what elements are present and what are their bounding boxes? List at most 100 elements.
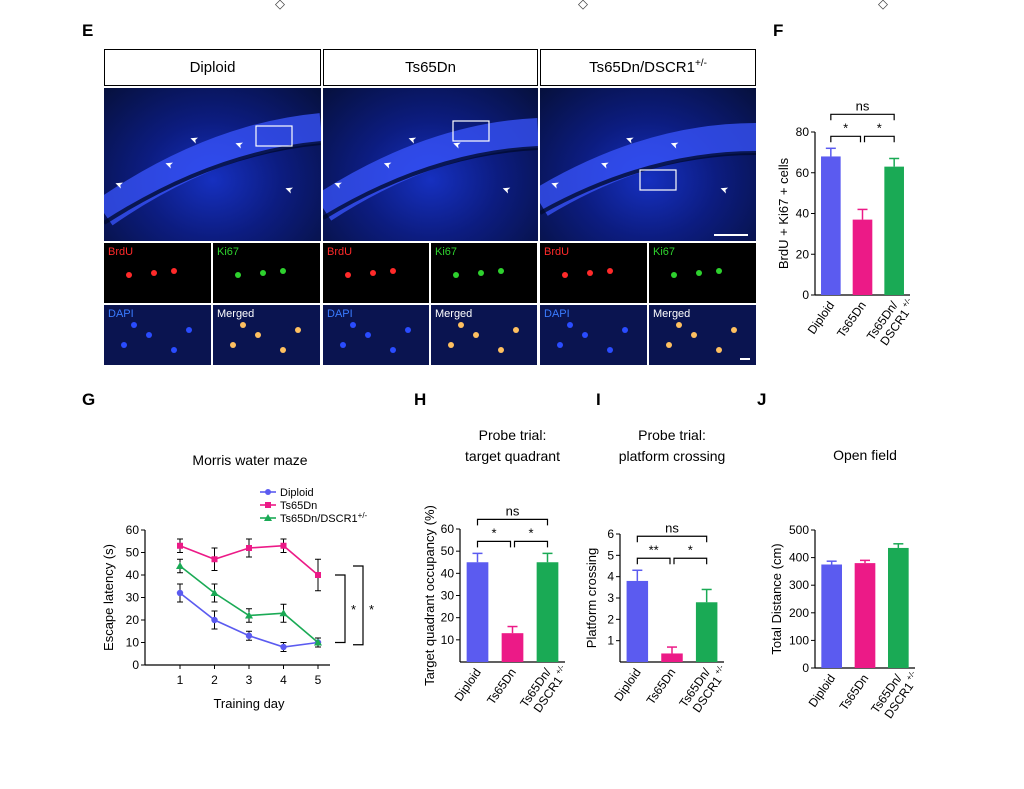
merged-label: Merged (217, 308, 255, 320)
sig-label: * (843, 120, 848, 135)
y-tick-label: 10 (126, 636, 140, 650)
ki67-image: Ki67 (431, 243, 537, 303)
chart-title: Morris water maze (192, 452, 307, 468)
cell-dot (365, 332, 371, 338)
cell-signal (562, 268, 613, 278)
cell-dot (131, 322, 137, 328)
cell-dot (235, 272, 241, 278)
x-tick-label: Ts65Dn (644, 666, 679, 707)
x-tick-text: Ts65Dn (644, 666, 679, 707)
arrow-marker: ➤ (599, 157, 611, 170)
y-tick-label: 400 (789, 551, 809, 565)
arrow-marker: ➤ (451, 137, 463, 150)
merged-image: Merged (431, 305, 537, 365)
cell-signal (666, 322, 750, 360)
cell-dot (473, 332, 479, 338)
point (176, 562, 184, 569)
cell-dot (716, 268, 722, 274)
panel-letter-h: H (414, 390, 427, 409)
panel-letter-j: J (757, 390, 767, 409)
cell-dot (186, 327, 192, 333)
sig-label: ** (649, 542, 659, 557)
panel-letter-g: G (82, 390, 96, 409)
header-ts65dn: Ts65Dn (323, 49, 538, 86)
panel-letter-f: F (773, 21, 784, 40)
y-tick-label: 40 (796, 207, 810, 221)
sig-bracket (476, 518, 549, 526)
cell-dot (567, 322, 573, 328)
arrow-marker: ➤ (407, 132, 419, 145)
cropped-mark: ◇ (878, 0, 888, 11)
chart-g-water-maze: Morris water maze 0 10 20 30 40 50 60 1 2 3 4 5 Train… (101, 452, 374, 711)
subgranular-zone (540, 151, 756, 215)
x-tick-label: Ts65Dn (484, 666, 519, 707)
x-tick-superscript: +/- (713, 663, 726, 676)
cell-dot (350, 322, 356, 328)
sig-label: * (877, 120, 882, 135)
cell-signal (453, 268, 504, 278)
arrow-marker: ➤ (233, 137, 245, 150)
sig-label: * (491, 525, 496, 540)
sig-bracket (636, 535, 708, 543)
cell-dot (230, 342, 236, 348)
cell-dot (171, 347, 177, 353)
x-tick-label: Diploid (451, 666, 484, 704)
cell-signal (126, 268, 177, 278)
sig-bracket (353, 565, 364, 646)
y-tick-label: 6 (607, 527, 614, 541)
x-tick-label: Diploid (611, 666, 644, 704)
hippocampus-image: ➤ ➤ ➤ ➤ ➤ (104, 88, 321, 241)
cell-signal (448, 322, 519, 353)
header-diploid: Diploid (104, 49, 321, 86)
cell-dot (448, 342, 454, 348)
sig-label: * (369, 602, 374, 617)
arrow-marker: ➤ (382, 157, 394, 170)
arrow-marker: ➤ (624, 132, 636, 145)
arrow-marker: ➤ (719, 182, 731, 195)
dentate-gyrus-layer: ➤ ➤ ➤ ➤ ➤ (104, 113, 321, 226)
sig-bracket (335, 574, 346, 644)
x-tick-text: Ts65Dn (484, 666, 519, 707)
bar-1 (661, 653, 683, 662)
brdu-label: BrdU (108, 246, 134, 258)
cell-dot (370, 270, 376, 276)
chart-title: target quadrant (465, 448, 560, 464)
cell-dot (340, 342, 346, 348)
cell-dot (607, 268, 613, 274)
cell-signal (345, 268, 396, 278)
arrow-marker: ➤ (188, 132, 200, 145)
cell-signal (340, 322, 411, 353)
cell-signal (671, 268, 722, 278)
arrow-marker: ➤ (501, 182, 513, 195)
cell-dot (498, 347, 504, 353)
arrow-marker: ➤ (549, 177, 561, 190)
point (245, 611, 253, 619)
inset-box (255, 125, 293, 147)
y-tick-label: 40 (126, 568, 140, 582)
merged-image: Merged (649, 305, 756, 365)
dapi-label: DAPI (108, 308, 134, 320)
cell-dot (562, 272, 568, 278)
x-tick-text: Diploid (805, 299, 838, 337)
y-tick-label: 10 (441, 633, 455, 647)
y-tick-label: 500 (789, 523, 809, 537)
y-tick-label: 0 (802, 661, 809, 675)
y-axis-label: Platform crossing (584, 548, 599, 648)
chart-title: Open field (833, 447, 897, 463)
cell-dot (295, 327, 301, 333)
y-tick-label: 20 (796, 247, 810, 261)
sig-label: ns (665, 520, 679, 535)
chart-title: Probe trial: (479, 427, 547, 443)
y-tick-label: 100 (789, 633, 809, 647)
cell-dot (478, 270, 484, 276)
cell-dot (557, 342, 563, 348)
sig-bracket (673, 557, 708, 565)
sig-label: ns (856, 98, 870, 113)
y-tick-label: 4 (607, 570, 614, 584)
merged-label: Merged (653, 308, 691, 320)
x-tick-superscript: +/- (553, 663, 566, 676)
y-tick-label: 60 (441, 522, 455, 536)
cell-dot (513, 327, 519, 333)
bar-2 (884, 166, 904, 295)
arrow-marker: ➤ (163, 157, 175, 170)
